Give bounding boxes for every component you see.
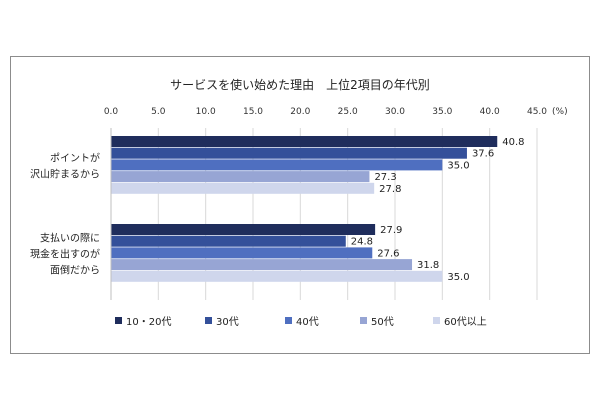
- bar-1-3: [111, 159, 443, 171]
- category-label: 沢山貯まるから: [30, 167, 100, 180]
- x-tick-label: 30.0: [385, 107, 405, 117]
- x-tick-label: 25.0: [338, 107, 358, 117]
- data-label: 24.8: [351, 237, 373, 248]
- x-tick-label: 15.0: [243, 107, 263, 117]
- bar-2-3: [111, 247, 373, 259]
- unit-label: (%): [552, 107, 568, 117]
- bar-2-5: [111, 270, 443, 282]
- x-tick-label: 5.0: [151, 107, 166, 117]
- data-label: 27.3: [374, 172, 396, 183]
- data-label: 31.8: [417, 260, 439, 271]
- x-tick-label: 0.0: [104, 107, 119, 117]
- bar-1-4: [111, 171, 370, 183]
- bar-1-2: [111, 147, 467, 159]
- legend-swatch: [205, 317, 212, 324]
- bar-2-1: [111, 224, 376, 235]
- x-tick-label: 40.0: [480, 107, 500, 117]
- legend-swatch: [285, 317, 292, 324]
- legend-swatch: [115, 317, 122, 324]
- data-label: 40.8: [502, 137, 524, 148]
- data-label: 27.6: [377, 248, 399, 259]
- legend-swatch: [433, 317, 440, 324]
- bar-1-5: [111, 182, 375, 194]
- bar-2-4: [111, 259, 413, 271]
- data-label: 35.0: [447, 160, 469, 171]
- data-label: 37.6: [472, 149, 494, 160]
- category-label: 面倒だから: [50, 264, 100, 276]
- legend-label: 40代: [296, 316, 319, 328]
- legend-label: 60代以上: [444, 316, 487, 328]
- category-label: ポイントが: [50, 151, 100, 164]
- category-label: 現金を出すのが: [30, 247, 100, 260]
- x-tick-label: 20.0: [290, 107, 310, 117]
- data-label: 27.9: [380, 225, 402, 236]
- legend-label: 10・20代: [126, 316, 171, 328]
- x-tick-label: 10.0: [196, 107, 216, 117]
- x-tick-label: 45.0: [527, 107, 547, 117]
- legend-label: 30代: [216, 316, 239, 328]
- chart-title: サービスを使い始めた理由 上位2項目の年代別: [170, 78, 430, 92]
- legend-label: 50代: [371, 316, 394, 328]
- bar-2-2: [111, 235, 346, 247]
- data-label: 35.0: [447, 272, 469, 283]
- legend-swatch: [360, 317, 367, 324]
- data-label: 27.8: [379, 184, 401, 195]
- category-label: 支払いの際に: [40, 231, 100, 244]
- bar-1-1: [111, 136, 498, 147]
- x-tick-label: 35.0: [432, 107, 452, 117]
